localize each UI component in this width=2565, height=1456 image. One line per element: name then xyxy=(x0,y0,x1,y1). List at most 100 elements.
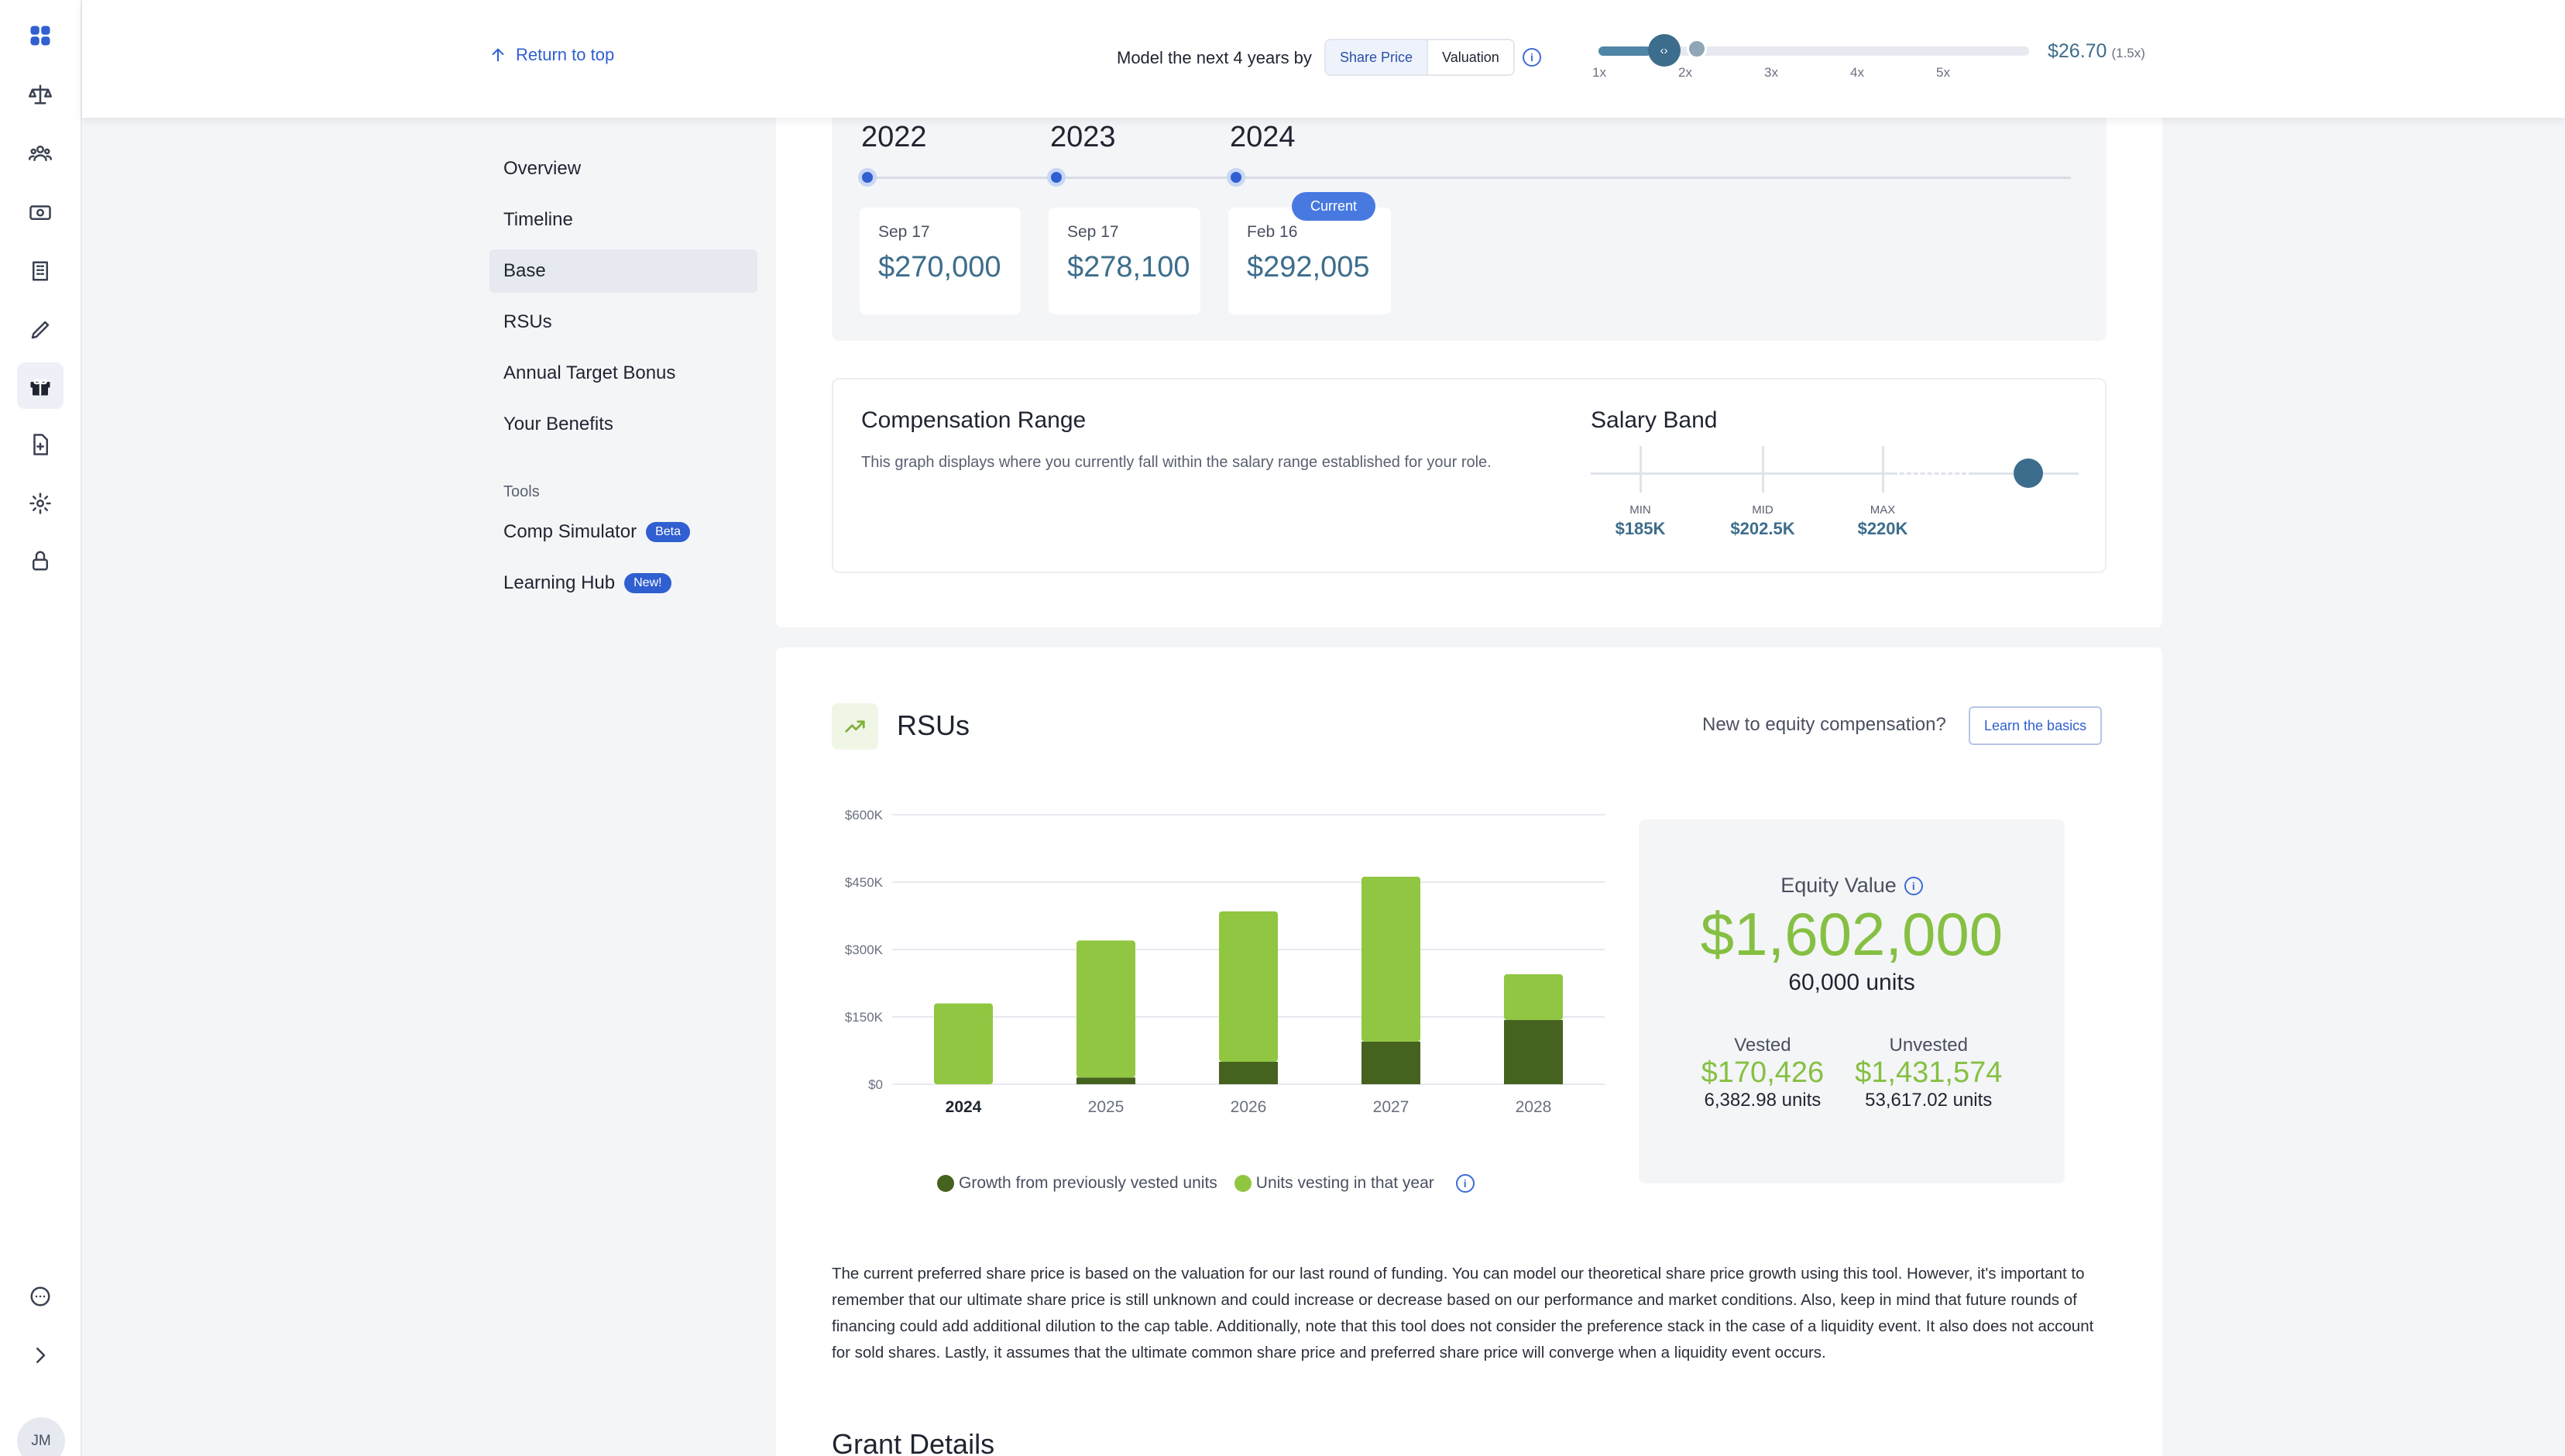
equity-value-panel: Equity Value i $1,602,000 60,000 units V… xyxy=(1639,819,2065,1183)
vested-label: Vested xyxy=(1734,1035,1791,1056)
model-toggle: Share Price Valuation xyxy=(1324,39,1515,76)
vested-column: Vested $170,426 6,382.98 units xyxy=(1701,1035,1825,1111)
band-tick-min xyxy=(1640,446,1642,493)
apps-icon[interactable] xyxy=(17,12,64,59)
slider-tick: 3x xyxy=(1764,65,1778,80)
chart-bar-segment xyxy=(1504,1020,1563,1084)
band-value-max: $220K xyxy=(1857,519,1908,538)
model-label: Model the next 4 years by xyxy=(1117,48,1312,67)
y-tick-label: $0 xyxy=(868,1077,883,1092)
trending-up-icon xyxy=(832,703,878,750)
chat-icon[interactable] xyxy=(17,1273,64,1320)
salary-date: Feb 16 xyxy=(1247,223,1298,241)
salary-amount: $278,100 xyxy=(1067,251,1190,283)
current-badge: Current xyxy=(1292,192,1376,221)
chart-bar-segment xyxy=(1504,974,1563,1021)
y-tick-label: $450K xyxy=(845,875,884,890)
salary-timeline: 2022 2023 2024 Sep 17 $270,000 Sep 17 $2… xyxy=(832,118,2107,341)
base-section: 2022 2023 2024 Sep 17 $270,000 Sep 17 $2… xyxy=(776,118,2162,627)
beta-badge: Beta xyxy=(646,522,690,542)
share-multiplier: (1.5x) xyxy=(2111,46,2145,60)
info-icon[interactable]: i xyxy=(1523,48,1541,67)
chart-bar-segment xyxy=(1361,877,1420,1042)
team-icon[interactable] xyxy=(17,130,64,177)
band-value-mid: $202.5K xyxy=(1730,519,1795,538)
icon-rail: JM xyxy=(0,0,82,1456)
legend-label: Units vesting in that year xyxy=(1255,1174,1434,1192)
y-tick-label: $150K xyxy=(845,1010,884,1025)
timeline-dot xyxy=(858,168,877,187)
valuation-toggle[interactable]: Valuation xyxy=(1428,40,1513,74)
x-tick-label: 2026 xyxy=(1231,1098,1267,1116)
nav-timeline[interactable]: Timeline xyxy=(503,209,573,230)
salary-date: Sep 17 xyxy=(1067,223,1119,241)
info-icon[interactable]: i xyxy=(1455,1174,1475,1193)
salary-card-current: Feb 16 $292,005 xyxy=(1228,208,1391,314)
share-price-toggle[interactable]: Share Price xyxy=(1326,40,1429,74)
legend-item-growth: Growth from previously vested units xyxy=(937,1174,1217,1193)
new-badge: New! xyxy=(624,573,671,593)
unvested-label: Unvested xyxy=(1889,1035,1968,1056)
year-label: 2024 xyxy=(1230,121,1296,153)
unvested-column: Unvested $1,431,574 53,617.02 units xyxy=(1855,1035,2002,1111)
rsus-section: RSUs New to equity compensation? Learn t… xyxy=(776,647,2162,1456)
settings-icon[interactable] xyxy=(17,480,64,527)
lock-icon[interactable] xyxy=(17,537,64,584)
share-price: $26.70 xyxy=(2048,40,2107,62)
equity-value: $1,602,000 xyxy=(1700,900,2004,968)
building-icon[interactable] xyxy=(17,248,64,294)
chart-bar-segment xyxy=(1361,1041,1420,1084)
salary-card: Sep 17 $270,000 xyxy=(860,208,1021,314)
chart-bar-segment xyxy=(1076,940,1135,1078)
timeline-line xyxy=(869,177,2071,179)
chart-bar-segment xyxy=(1076,1077,1135,1084)
vested-value: $170,426 xyxy=(1701,1056,1825,1089)
return-to-top-link[interactable]: Return to top xyxy=(489,45,614,65)
arrow-up-icon xyxy=(492,48,504,62)
tools-heading: Tools xyxy=(503,483,540,500)
chevron-right-icon[interactable] xyxy=(17,1332,64,1379)
slider-tick: 4x xyxy=(1850,65,1864,80)
band-tick-max xyxy=(1882,446,1884,493)
slider-tick: 2x xyxy=(1678,65,1692,80)
gift-icon[interactable] xyxy=(17,362,64,409)
x-tick-label: 2024 xyxy=(946,1098,982,1116)
nav-rsus[interactable]: RSUs xyxy=(503,311,552,332)
scale-icon[interactable] xyxy=(17,71,64,118)
nav-annual-target-bonus[interactable]: Annual Target Bonus xyxy=(503,362,676,383)
band-label-min: MIN xyxy=(1629,503,1651,517)
nav-base[interactable]: Base xyxy=(489,249,757,293)
share-price-disclaimer: The current preferred share price is bas… xyxy=(832,1265,2094,1362)
learn-the-basics-button[interactable]: Learn the basics xyxy=(1969,706,2103,745)
timeline-dot xyxy=(1227,168,1245,187)
compensation-range: Compensation Range This graph displays w… xyxy=(832,378,2107,573)
money-icon[interactable] xyxy=(17,189,64,235)
x-tick-label: 2027 xyxy=(1373,1098,1410,1116)
nav-label: Comp Simulator xyxy=(503,521,637,542)
unvested-units: 53,617.02 units xyxy=(1865,1090,1993,1111)
salary-card: Sep 17 $278,100 xyxy=(1049,208,1200,314)
share-price-slider[interactable]: ‹› xyxy=(1598,34,2029,67)
equity-units: 60,000 units xyxy=(1788,970,1915,995)
compensation-range-title: Compensation Range xyxy=(861,407,1087,433)
vesting-split: Vested $170,426 6,382.98 units Unvested … xyxy=(1639,1035,2065,1111)
pen-icon[interactable] xyxy=(17,307,64,353)
vested-units: 6,382.98 units xyxy=(1704,1090,1822,1111)
slider-tick: 1x xyxy=(1592,65,1606,80)
nav-learning-hub[interactable]: Learning Hub New! xyxy=(489,561,757,605)
unvested-value: $1,431,574 xyxy=(1855,1056,2003,1089)
x-tick-label: 2025 xyxy=(1088,1098,1125,1116)
y-tick-label: $600K xyxy=(845,808,884,822)
nav-comp-simulator[interactable]: Comp Simulator Beta xyxy=(489,510,757,554)
slider-thumb[interactable]: ‹› xyxy=(1647,34,1681,67)
salary-band-title: Salary Band xyxy=(1591,407,1718,433)
avatar[interactable]: JM xyxy=(17,1417,65,1456)
document-add-icon[interactable] xyxy=(17,421,64,468)
year-label: 2023 xyxy=(1050,121,1116,153)
slider-tick: 5x xyxy=(1936,65,1950,80)
nav-your-benefits[interactable]: Your Benefits xyxy=(503,414,613,434)
chart-bar-segment xyxy=(1219,1062,1278,1084)
info-icon[interactable]: i xyxy=(1904,876,1923,895)
nav-overview[interactable]: Overview xyxy=(503,158,582,179)
chart-legend: Growth from previously vested units Unit… xyxy=(937,1174,1475,1193)
